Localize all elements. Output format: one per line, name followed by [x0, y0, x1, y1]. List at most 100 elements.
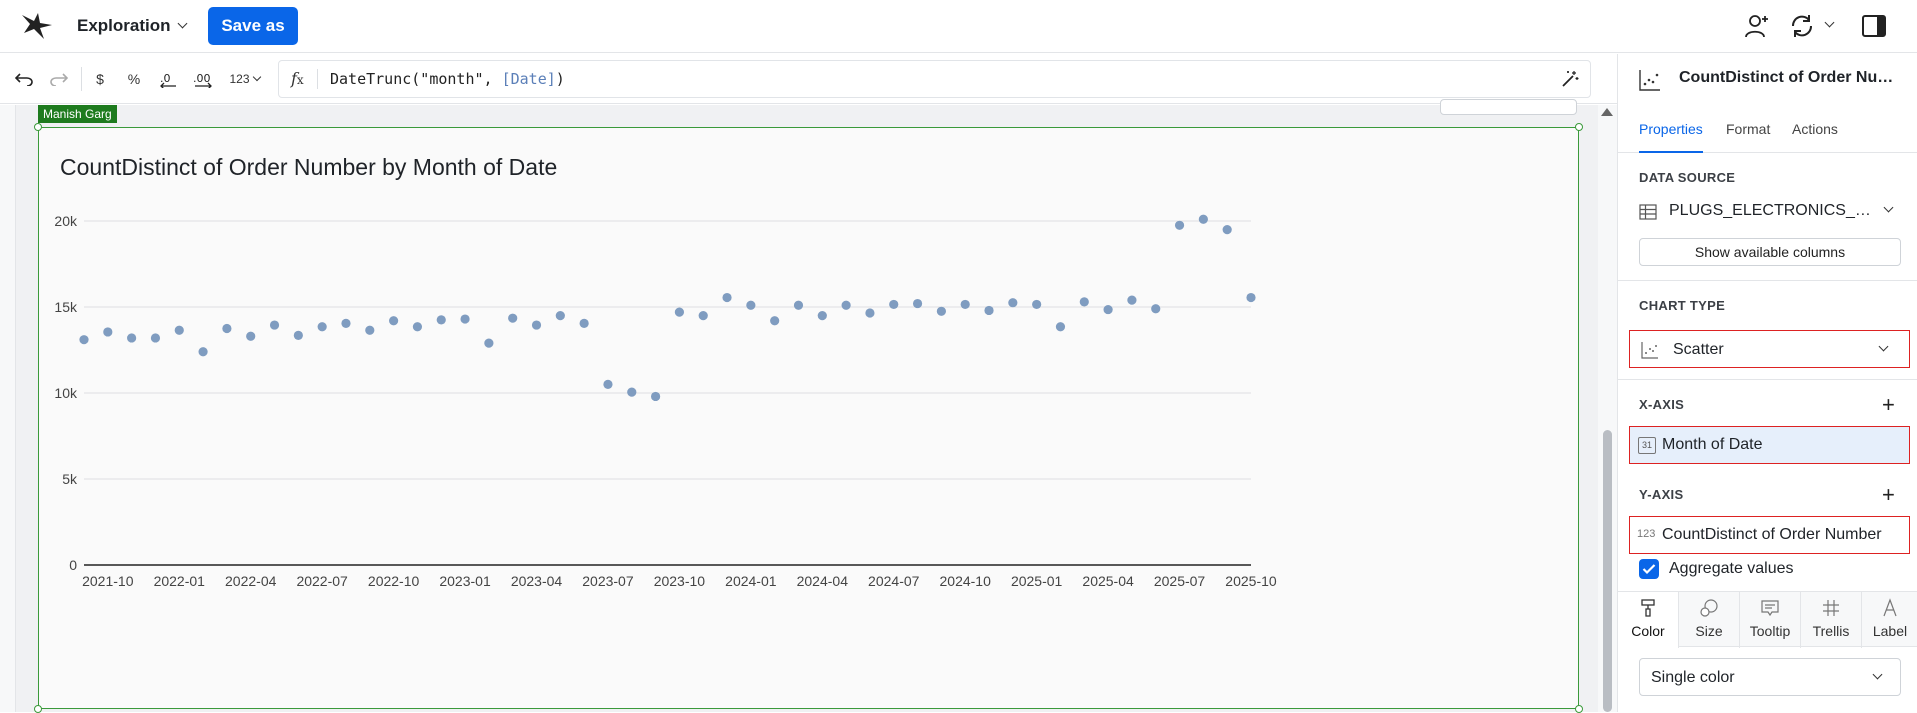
magic-wand-icon[interactable] — [1560, 69, 1580, 89]
aggregate-values-checkbox[interactable]: Aggregate values — [1639, 557, 1794, 581]
scatter-point — [1055, 322, 1066, 332]
scatter-point — [79, 335, 89, 345]
scroll-up-arrow-icon[interactable] — [1601, 108, 1613, 116]
redo-icon[interactable] — [47, 66, 71, 92]
scrollbar-thumb[interactable] — [1603, 430, 1612, 712]
exploration-label: Exploration — [77, 16, 171, 35]
scatter-point — [1198, 214, 1208, 224]
x-tick-label: 2025-01 — [1011, 573, 1063, 589]
chart-type-select[interactable]: Scatter — [1629, 330, 1910, 368]
scatter-point — [508, 313, 518, 323]
scatter-point — [603, 379, 613, 389]
resize-handle[interactable] — [34, 123, 42, 131]
scatter-point — [1008, 298, 1018, 308]
add-x-axis-plus-icon[interactable]: + — [1882, 392, 1895, 417]
resize-handle[interactable] — [1575, 123, 1583, 131]
tab-label-label: Label — [1872, 623, 1908, 639]
scatter-point — [531, 320, 542, 330]
color-mode-select[interactable]: Single color — [1639, 658, 1901, 696]
trellis-icon — [1823, 600, 1839, 616]
scatter-point — [984, 305, 994, 316]
scatter-point — [484, 338, 494, 348]
scatter-point — [222, 323, 232, 334]
refresh-options-chevron-icon[interactable] — [1820, 10, 1840, 42]
currency-format-button[interactable]: $ — [96, 71, 104, 87]
exploration-menu[interactable]: Exploration — [77, 14, 189, 38]
tab-format[interactable]: Format — [1726, 121, 1771, 137]
x-axis-field[interactable]: 31 Month of Date — [1629, 426, 1910, 464]
data-source-name: PLUGS_ELECTRONICS_HANDS_ON_LAB_DATA — [1669, 202, 1874, 219]
checkbox-checked-icon[interactable] — [1639, 559, 1659, 579]
y-axis-field[interactable]: 123 CountDistinct of Order Number — [1629, 516, 1910, 554]
tab-size-label: Size — [1695, 623, 1723, 639]
vertical-scrollbar[interactable] — [1598, 105, 1617, 712]
scatter-point — [460, 314, 470, 324]
top-bar: Exploration Save as — [0, 0, 1917, 53]
y-tick-label: 15k — [54, 299, 78, 315]
scatter-plot: 0 5k 10k 15k 20k 2021-10 2022-01 2022-04 2022-07… — [54, 213, 1276, 589]
scatter-point — [317, 322, 327, 332]
scatter-point — [103, 327, 113, 337]
scatter-point — [770, 316, 780, 326]
scatter-point — [960, 299, 970, 310]
tab-properties[interactable]: Properties — [1639, 121, 1703, 153]
tab-trellis-label: Trellis — [1812, 623, 1850, 639]
refresh-icon[interactable] — [1786, 10, 1818, 42]
tab-label[interactable]: Label — [1862, 592, 1917, 648]
tab-size[interactable]: Size — [1679, 592, 1739, 648]
tab-trellis[interactable]: Trellis — [1801, 592, 1861, 648]
scatter-point — [1127, 295, 1137, 305]
tab-tooltip[interactable]: Tooltip — [1740, 592, 1800, 648]
panel-tabs: Properties Format Actions — [1618, 115, 1917, 153]
chart-type-value: Scatter — [1673, 341, 1724, 358]
size-circles-icon — [1700, 599, 1718, 617]
chart-type-heading: CHART TYPE — [1639, 298, 1726, 313]
toggle-panel-icon[interactable] — [1858, 10, 1890, 42]
add-user-icon[interactable] — [1741, 10, 1773, 42]
calendar-icon: 31 — [1638, 437, 1656, 454]
scatter-point — [293, 330, 303, 340]
divider — [1861, 592, 1862, 648]
scatter-point — [912, 298, 923, 309]
formula-function: DateTrunc("month", — [330, 70, 502, 88]
tab-actions[interactable]: Actions — [1792, 121, 1838, 137]
add-y-axis-plus-icon[interactable]: + — [1882, 482, 1895, 507]
element-toolbar[interactable] — [1440, 99, 1577, 115]
scatter-point — [150, 333, 161, 343]
decrease-decimals-icon[interactable]: .0 — [157, 66, 181, 92]
formula-column-ref: [Date] — [501, 70, 556, 88]
data-source-select[interactable]: PLUGS_ELECTRONICS_HANDS_ON_LAB_DATA — [1639, 200, 1899, 224]
panel-header: CountDistinct of Order Number — [1618, 54, 1917, 104]
y-tick-label: 0 — [69, 557, 77, 573]
scatter-point — [936, 306, 946, 316]
x-tick-label: 2022-10 — [368, 573, 420, 589]
number-format-dropdown[interactable]: 123 — [228, 66, 264, 92]
increase-decimals-icon[interactable]: .00 — [192, 66, 216, 92]
scatter-point — [269, 320, 280, 330]
percent-format-button[interactable]: % — [127, 71, 141, 87]
tab-color[interactable]: Color — [1618, 592, 1678, 648]
label-icon — [1883, 598, 1897, 617]
x-tick-label: 2022-07 — [296, 573, 348, 589]
undo-icon[interactable] — [12, 66, 36, 92]
x-tick-label: 2024-04 — [797, 573, 849, 589]
app-logo-icon[interactable] — [20, 11, 54, 41]
formula-text[interactable]: DateTrunc("month", [Date]) — [330, 70, 565, 88]
scatter-point — [793, 300, 804, 310]
x-tick-label: 2024-01 — [725, 573, 777, 589]
show-available-columns-button[interactable]: Show available columns — [1639, 238, 1901, 266]
divider — [317, 69, 318, 89]
save-as-button[interactable]: Save as — [208, 7, 298, 45]
formula-input[interactable]: fx DateTrunc("month", [Date]) — [278, 60, 1591, 98]
scatter-point — [365, 325, 375, 335]
scatter-point — [698, 311, 708, 321]
scatter-point — [627, 387, 637, 397]
chart-element[interactable]: CountDistinct of Order Number by Month o… — [34, 123, 1583, 713]
scatter-point — [555, 311, 565, 321]
x-tick-label: 2024-07 — [868, 573, 920, 589]
scatter-point — [1079, 297, 1089, 307]
number-format-label: 123 — [229, 72, 250, 86]
divider — [1800, 592, 1801, 648]
scatter-point — [746, 300, 756, 310]
x-tick-label: 2022-01 — [154, 573, 206, 589]
